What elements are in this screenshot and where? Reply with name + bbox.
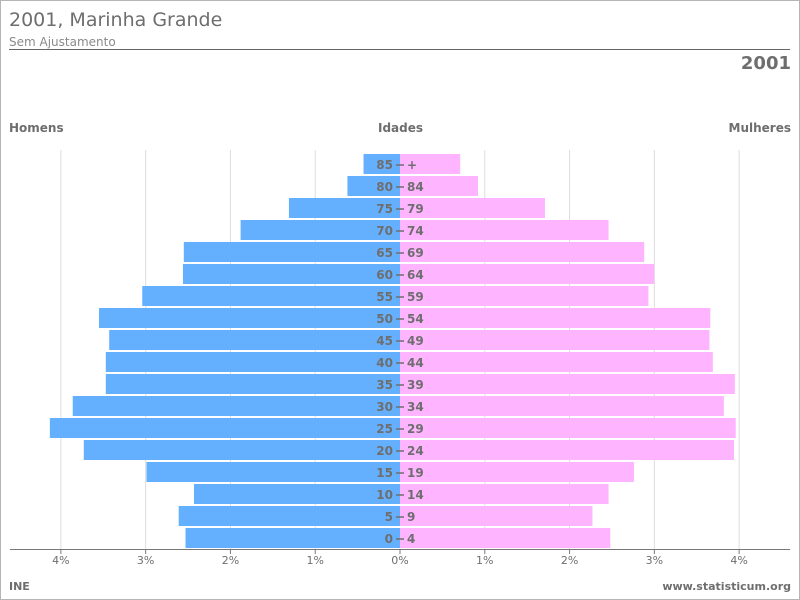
x-tick-label: 2% <box>561 554 578 567</box>
women-label: Mulheres <box>728 121 791 135</box>
bar-women <box>400 330 710 350</box>
age-group-end-label: 49 <box>407 334 424 348</box>
age-group-start-label: 60 <box>376 268 393 282</box>
age-group-start-label: 0 <box>385 532 393 546</box>
bar-women <box>400 286 649 306</box>
x-tick-label: 2% <box>222 554 239 567</box>
age-group-start-label: 15 <box>376 466 393 480</box>
bar-women <box>400 220 609 240</box>
bar-women <box>400 374 735 394</box>
age-group-end-label: 24 <box>407 444 424 458</box>
bar-men <box>288 198 400 218</box>
age-group-start-label: 5 <box>385 510 393 524</box>
bar-men <box>105 374 400 394</box>
x-tick-label: 3% <box>646 554 663 567</box>
bar-women <box>400 242 645 262</box>
age-group-start-label: 30 <box>376 400 393 414</box>
age-group-start-label: 45 <box>376 334 393 348</box>
age-group-end-label: 74 <box>407 224 424 238</box>
age-group-end-label: 44 <box>407 356 424 370</box>
source-label: INE <box>9 580 30 593</box>
bar-men <box>146 462 400 482</box>
bar-women <box>400 264 655 284</box>
age-group-start-label: 70 <box>376 224 393 238</box>
x-tick-label: 0% <box>391 554 408 567</box>
age-group-start-label: 75 <box>376 202 393 216</box>
bar-women <box>400 418 736 438</box>
age-group-start-label: 40 <box>376 356 393 370</box>
age-group-end-label: 64 <box>407 268 424 282</box>
bars <box>49 154 736 548</box>
bar-men <box>142 286 400 306</box>
chart-subtitle: Sem Ajustamento <box>9 35 116 49</box>
year-label: 2001 <box>740 53 791 74</box>
age-group-end-label: 14 <box>407 488 424 502</box>
bar-men <box>109 330 401 350</box>
title-divider <box>9 49 790 50</box>
bar-men <box>99 308 401 328</box>
x-tick-label: 4% <box>730 554 747 567</box>
bar-men <box>347 176 400 196</box>
bar-men <box>240 220 400 240</box>
bar-women <box>400 154 461 174</box>
bar-men <box>363 154 400 174</box>
men-label: Homens <box>9 121 64 135</box>
bar-women <box>400 176 478 196</box>
x-tick-label: 1% <box>306 554 323 567</box>
bar-women <box>400 462 634 482</box>
bar-men <box>178 506 400 526</box>
bar-women <box>400 198 545 218</box>
age-group-end-label: 9 <box>407 510 415 524</box>
age-group-end-label: 34 <box>407 400 424 414</box>
bar-men <box>183 242 400 262</box>
x-axis: 4% 3% 2% 1% 0% 1% 2% 3% 4% <box>10 549 790 567</box>
bar-men <box>185 528 400 548</box>
age-group-start-label: 80 <box>376 180 393 194</box>
x-tick-label: 1% <box>476 554 493 567</box>
bar-women <box>400 440 735 460</box>
age-group-end-label: 79 <box>407 202 424 216</box>
bar-women <box>400 484 609 504</box>
age-group-start-label: 25 <box>376 422 393 436</box>
x-tick-label: 3% <box>137 554 154 567</box>
age-group-start-label: 50 <box>376 312 393 326</box>
age-group-end-label: 84 <box>407 180 424 194</box>
bar-men <box>83 440 401 460</box>
age-group-end-label: 59 <box>407 290 424 304</box>
age-group-end-label: 69 <box>407 246 424 260</box>
age-group-start-label: 65 <box>376 246 393 260</box>
age-group-start-label: 10 <box>376 488 393 502</box>
bar-women <box>400 528 611 548</box>
age-group-end-label: 54 <box>407 312 424 326</box>
age-group-end-label: 29 <box>407 422 424 436</box>
age-group-start-label: 35 <box>376 378 393 392</box>
age-group-end-label: 39 <box>407 378 424 392</box>
bar-women <box>400 396 724 416</box>
bar-women <box>400 308 711 328</box>
bar-men <box>49 418 400 438</box>
bar-women <box>400 506 593 526</box>
age-group-end-label: 19 <box>407 466 424 480</box>
bar-men <box>193 484 400 504</box>
bar-men <box>72 396 400 416</box>
bar-women <box>400 352 713 372</box>
site-link[interactable]: www.statisticum.org <box>662 580 791 593</box>
chart-title: 2001, Marinha Grande <box>9 9 223 31</box>
bar-men <box>105 352 400 372</box>
age-group-end-label: + <box>407 158 417 172</box>
x-tick-label: 4% <box>52 554 69 567</box>
ages-label: Idades <box>378 121 424 135</box>
age-group-end-label: 4 <box>407 532 415 546</box>
bar-men <box>182 264 400 284</box>
age-group-start-label: 55 <box>376 290 393 304</box>
age-group-start-label: 85 <box>376 158 393 172</box>
age-group-start-label: 20 <box>376 444 393 458</box>
